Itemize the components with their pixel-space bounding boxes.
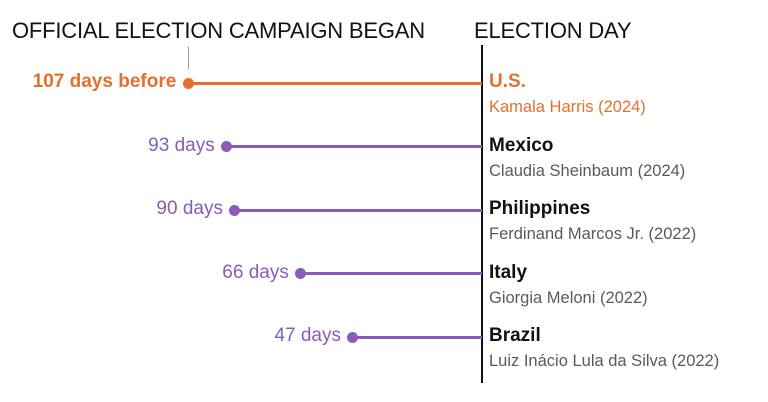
value-label: 66 days (222, 261, 289, 283)
country-label: Mexico (489, 134, 554, 156)
election-day-header: ELECTION DAY (474, 18, 632, 43)
data-point (221, 141, 233, 152)
series-line (234, 208, 482, 212)
data-point (295, 268, 307, 279)
value-label: 47 days (274, 325, 341, 346)
country-label: U.S. (489, 71, 526, 92)
data-point (229, 204, 241, 216)
country-label: Philippines (489, 198, 591, 219)
leader-label: Luiz Inácio Lula da Silva (2022) (489, 352, 720, 370)
value-label: 107 days before (32, 71, 177, 92)
series-line (188, 81, 482, 85)
leader-label: Ferdinand Marcos Jr. (2022) (489, 225, 697, 243)
campaign-start-tick (188, 47, 189, 69)
leader-label: Kamala Harris (2024) (489, 98, 646, 116)
campaign-start-header: OFFICIAL ELECTION CAMPAIGN BEGAN (12, 18, 425, 43)
election-day-axis-line (481, 45, 483, 383)
data-point (347, 331, 359, 343)
country-label: Brazil (489, 325, 541, 346)
leader-label: Giorgia Meloni (2022) (489, 288, 648, 307)
leader-label: Claudia Sheinbaum (2024) (489, 161, 686, 180)
series-line (352, 335, 482, 339)
series-line (226, 145, 482, 148)
series-line (300, 272, 482, 275)
value-label: 90 days (156, 198, 223, 219)
value-label: 93 days (148, 134, 215, 156)
country-label: Italy (489, 261, 528, 283)
data-point (182, 77, 194, 89)
